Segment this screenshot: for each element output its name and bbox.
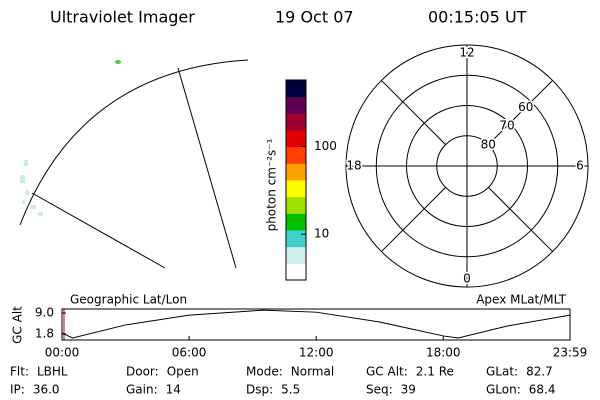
field-label: GC Alt: <box>366 365 408 379</box>
colorbar-label: photon cm⁻²s⁻¹ <box>265 138 279 231</box>
color-step <box>286 213 306 231</box>
field-label: Dsp: <box>246 383 273 397</box>
meridian <box>381 80 446 145</box>
earth-image <box>19 59 249 269</box>
altitude-line <box>61 309 571 339</box>
grid-arc <box>31 192 166 269</box>
limb <box>19 59 249 226</box>
x-tick-label: 18:00 <box>426 346 461 360</box>
field-value: 39 <box>401 383 416 397</box>
meridian <box>488 187 553 252</box>
colorbar-frame <box>285 79 307 281</box>
x-tick-label: 12:00 <box>299 346 334 360</box>
color-step <box>286 80 306 98</box>
lat-ring <box>375 74 559 258</box>
mlt-label: 0 <box>463 272 471 286</box>
lat-label: 70 <box>499 119 514 133</box>
meridian <box>381 187 446 252</box>
y-tick-label: 1.8 <box>35 326 54 340</box>
mlt-label: 12 <box>459 46 474 60</box>
color-step <box>286 196 306 214</box>
color-step <box>286 263 306 281</box>
aurora-spot <box>115 60 121 64</box>
field-label: Door: <box>126 365 159 379</box>
field-value: 2.1 Re <box>416 365 454 379</box>
field-label: Mode: <box>246 365 283 379</box>
x-tick-label: 23:59 <box>553 346 588 360</box>
time: 00:15:05 UT <box>428 8 527 27</box>
mlt-label: 6 <box>576 159 584 173</box>
title: Ultraviolet Imager <box>50 8 195 27</box>
field-value: 36.0 <box>33 383 60 397</box>
field-value: 82.7 <box>526 365 553 379</box>
field-value: 68.4 <box>529 383 556 397</box>
field-label: IP: <box>10 383 25 397</box>
field-value: LBHL <box>37 365 68 379</box>
x-tick-label: 00:00 <box>45 346 80 360</box>
meridian <box>488 80 553 145</box>
tick-label: 100 <box>314 139 337 153</box>
date: 19 Oct 07 <box>275 8 354 27</box>
x-tick-label: 06:00 <box>172 346 207 360</box>
speckles <box>20 160 43 216</box>
lat-ring <box>436 135 498 197</box>
field-label: GLat: <box>486 365 518 379</box>
color-step <box>286 246 306 264</box>
field-label: Seq: <box>366 383 393 397</box>
field-value: Normal <box>291 365 334 379</box>
color-step <box>286 96 306 114</box>
color-step <box>286 180 306 198</box>
lat-label: 80 <box>481 137 496 151</box>
mlt-label: 18 <box>346 159 361 173</box>
color-step <box>286 163 306 181</box>
tick-label: 10 <box>314 227 329 241</box>
terminator <box>177 67 237 269</box>
lat-label: 60 <box>518 100 533 114</box>
lat-ring <box>406 105 528 227</box>
left-label: Geographic Lat/Lon <box>70 293 187 307</box>
field-label: Gain: <box>126 383 158 397</box>
y-label: GC Alt <box>11 306 25 344</box>
plot-frame <box>61 308 571 341</box>
field-label: GLon: <box>486 383 521 397</box>
field-value: 14 <box>166 383 181 397</box>
color-step <box>286 230 306 248</box>
field-value: Open <box>167 365 199 379</box>
color-step <box>286 146 306 164</box>
field-value: 5.5 <box>281 383 300 397</box>
color-step <box>286 130 306 148</box>
y-tick-label: 9.0 <box>35 306 54 320</box>
right-label: Apex MLat/MLT <box>476 293 566 307</box>
field-label: Flt: <box>10 365 29 379</box>
color-step <box>286 113 306 131</box>
